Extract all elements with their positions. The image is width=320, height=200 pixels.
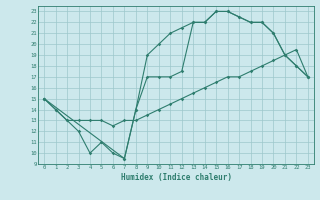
X-axis label: Humidex (Indice chaleur): Humidex (Indice chaleur) <box>121 173 231 182</box>
